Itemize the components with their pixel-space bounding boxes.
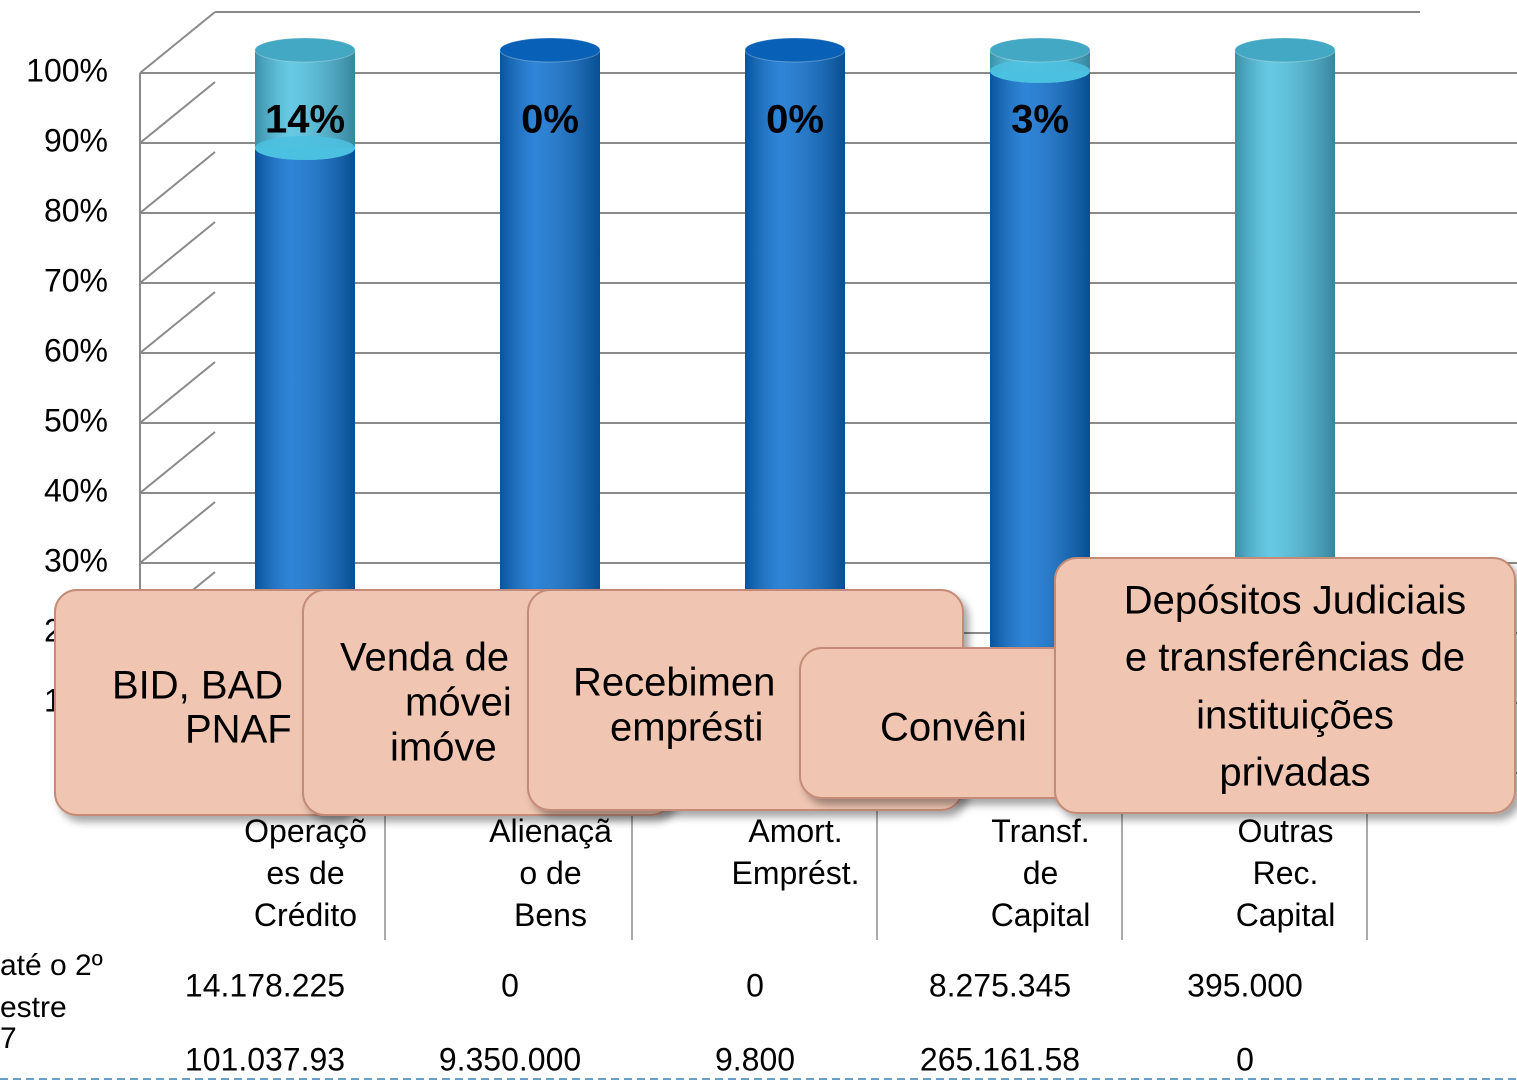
bar-cap	[254, 37, 356, 63]
grid-depth	[139, 221, 216, 284]
callout-text: Depósitos Judiciais	[1124, 579, 1466, 623]
table-cell: 0	[1236, 1041, 1254, 1077]
bar-cap	[1234, 37, 1336, 63]
y-tick-label: 70%	[44, 262, 108, 298]
y-tick-label: 100%	[26, 52, 108, 88]
grid-depth	[139, 151, 216, 214]
callout-text: Venda de	[340, 636, 509, 680]
table-cell: 265.161.58	[920, 1041, 1080, 1077]
y-tick-label: 50%	[44, 402, 108, 438]
callout-text: Recebimen	[573, 661, 775, 705]
row-label: estre	[0, 991, 67, 1024]
x-tick-label: Outras Rec. Capital	[1235, 813, 1336, 933]
category-cell: Outras Rec. Capital	[1235, 813, 1336, 933]
bar-cap	[499, 37, 601, 63]
y-tick-label: 30%	[44, 542, 108, 578]
category-cell: Alienação de Bens	[489, 813, 612, 933]
table-cell: 0	[746, 967, 764, 1003]
grid-depth	[139, 501, 216, 564]
callout-text: Convêni	[880, 706, 1027, 750]
data-label: 0%	[766, 98, 824, 142]
table-cell: 8.275.345	[929, 967, 1071, 1003]
table-cell: 14.178.225	[185, 967, 345, 1003]
category-cell: Transf. de Capital	[990, 813, 1091, 933]
callout: Depósitos Judiciais e transferências de in…	[1054, 557, 1516, 814]
row-label: 7	[0, 1022, 17, 1055]
y-tick-label: 90%	[44, 122, 108, 158]
bar-cap	[744, 37, 846, 63]
callout-text: emprésti	[610, 706, 763, 750]
y-tick-label: 80%	[44, 192, 108, 228]
bar-cap-shade	[255, 38, 355, 62]
grid-depth	[139, 291, 216, 354]
x-tick-label: Transf. de Capital	[990, 813, 1091, 933]
callout-text: BID, BAD	[112, 664, 283, 708]
table-cell: 0	[501, 967, 519, 1003]
callout: Convêni	[799, 647, 1101, 799]
bar-cap-shade	[1235, 38, 1335, 62]
data-label: 14%	[265, 98, 345, 142]
callout-text: PNAF	[185, 708, 292, 752]
bar-cap-shade	[990, 38, 1090, 62]
callout-text: imóve	[390, 726, 497, 770]
row-label: até o 2º	[0, 949, 103, 982]
bar-cap-shade	[500, 38, 600, 62]
callout-box	[1054, 557, 1516, 814]
x-tick-label: Alienação de Bens	[489, 813, 612, 933]
y-tick-label: 60%	[44, 332, 108, 368]
table-cell: 395.000	[1187, 967, 1303, 1003]
grid-depth	[139, 81, 216, 144]
bar-joint	[255, 136, 355, 160]
bar-shade	[255, 50, 355, 148]
category-cell: Amort. Emprést.	[731, 813, 860, 891]
category-cell: Operações de Crédito	[244, 813, 367, 933]
callout-text: e transferências de	[1125, 636, 1465, 680]
y-tick-label: 40%	[44, 472, 108, 508]
data-label: 3%	[1011, 98, 1069, 142]
data-label: 0%	[521, 98, 579, 142]
grid-depth	[139, 361, 216, 424]
grid-depth	[139, 431, 216, 494]
bar-joint	[990, 59, 1090, 83]
x-tick-label: Operações de Crédito	[244, 813, 367, 933]
callout-text: privadas	[1219, 751, 1370, 795]
bar	[255, 50, 355, 160]
grid-depth	[139, 11, 216, 74]
x-tick-label: Amort. Emprést.	[731, 813, 860, 891]
table-cell: 9.350.000	[439, 1041, 581, 1077]
callout-text: instituições	[1196, 694, 1394, 738]
bar-cap	[989, 37, 1091, 63]
table-cell: 101.037.93	[185, 1041, 345, 1077]
callout-text: móvei	[405, 681, 512, 725]
bar-cap-shade	[745, 38, 845, 62]
table-cell: 9.800	[715, 1041, 795, 1077]
